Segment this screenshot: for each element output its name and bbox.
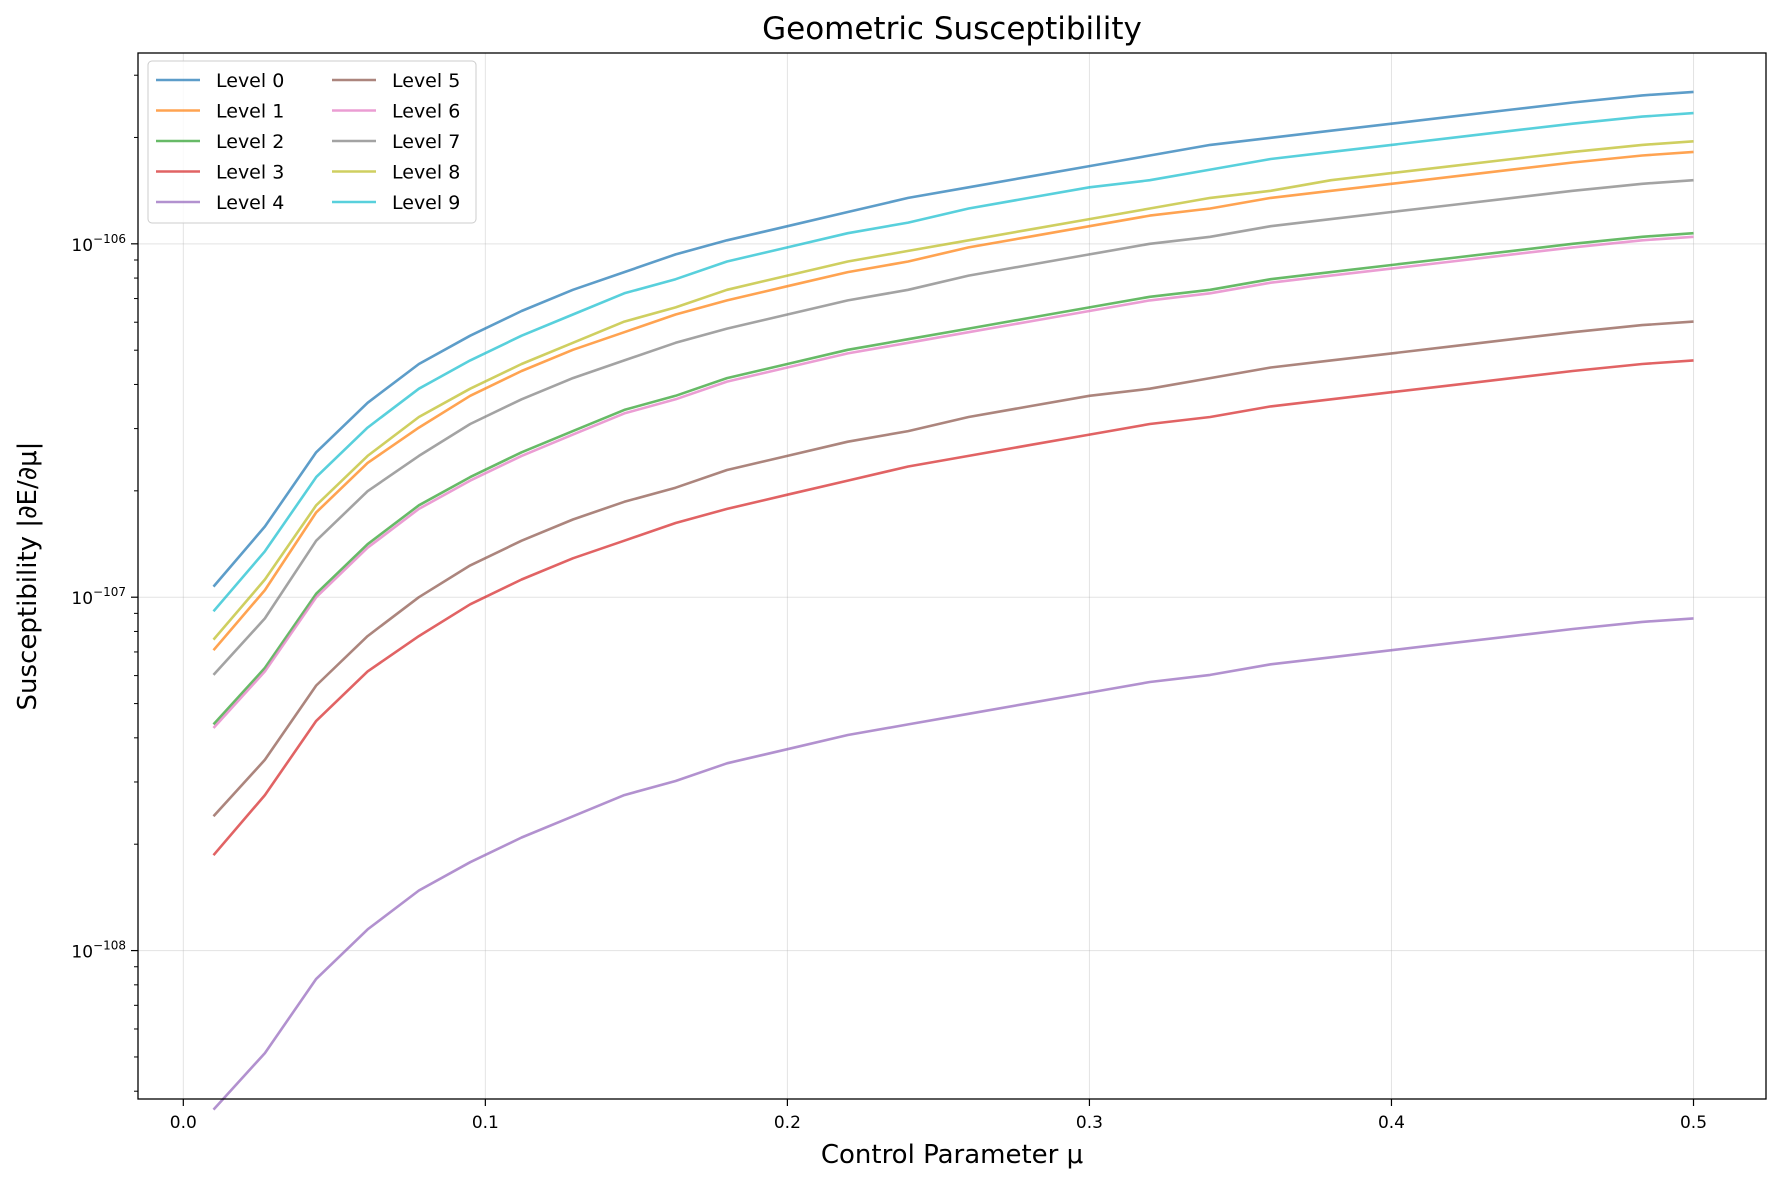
legend-label-level-5: Level 5 [392,70,460,92]
plot-frame [137,52,1767,1100]
series-line-level-6 [212,235,1694,729]
series-line-level-3 [212,359,1694,857]
y-axis-label: Susceptibility |∂E/∂μ| [13,442,43,711]
legend-label-level-0: Level 0 [216,70,284,92]
legend-label-level-1: Level 1 [216,101,284,123]
x-tick-label: 0.3 [1076,1113,1103,1133]
y-tick-exponent: −108 [93,939,126,953]
series-line-level-0 [212,90,1694,588]
series-line-level-7 [212,178,1694,676]
series-line-level-5 [212,320,1694,818]
legend-label-level-8: Level 8 [392,162,460,184]
legend-label-level-9: Level 9 [392,192,460,214]
legend-label-level-3: Level 3 [216,162,284,184]
y-tick-label: 10−108 [71,939,126,963]
y-tick-base: 10 [71,943,93,963]
x-tick-label: 0.2 [774,1113,801,1133]
series-line-level-8 [212,140,1694,641]
series-line-level-4 [212,617,1694,1111]
series-lines [212,90,1694,1111]
legend-label-level-2: Level 2 [216,131,284,153]
legend-label-level-4: Level 4 [216,192,284,214]
legend-frame [147,60,477,224]
x-tick-label: 0.1 [472,1113,499,1133]
y-tick-label: 10−107 [71,585,126,609]
x-axis-label: Control Parameter μ [821,1140,1083,1170]
series-line-level-9 [212,111,1694,613]
legend-label-level-6: Level 6 [392,101,460,123]
legend-label-level-7: Level 7 [392,131,460,153]
y-tick-label: 10−106 [71,232,126,256]
series-line-level-2 [212,231,1694,726]
y-tick-exponent: −106 [93,232,126,246]
chart-title: Geometric Susceptibility [762,11,1142,47]
x-tick-label: 0.0 [170,1113,197,1133]
y-tick-exponent: −107 [93,585,126,599]
x-tick-label: 0.5 [1680,1113,1707,1133]
series-line-level-1 [212,150,1694,652]
x-tick-label: 0.4 [1378,1113,1405,1133]
y-tick-base: 10 [71,236,93,256]
legend: Level 0 Level 1 Level 2 Level 3 Level 4 Level… [147,60,477,224]
y-tick-base: 10 [71,589,93,609]
